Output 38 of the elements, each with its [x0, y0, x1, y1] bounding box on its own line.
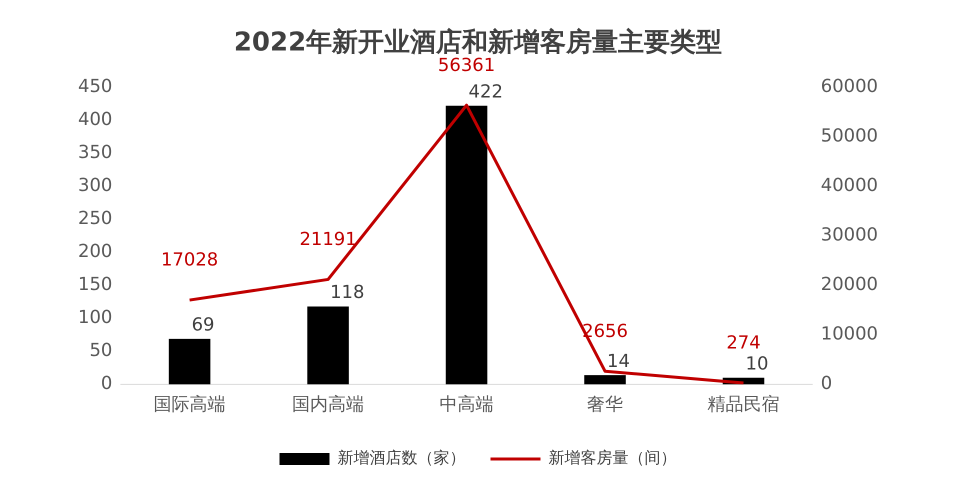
y2-tick-label: 40000 — [820, 174, 878, 196]
x-tick-label: 国际高端 — [154, 394, 226, 415]
bar — [446, 106, 488, 384]
legend-label: 新增酒店数（家） — [338, 448, 466, 468]
data-label: 422 — [468, 81, 503, 102]
y-tick-label: 450 — [78, 76, 112, 97]
x-tick-label: 中高端 — [440, 394, 494, 415]
y-tick-label: 250 — [78, 208, 112, 229]
bar — [584, 375, 626, 384]
x-tick-label: 奢华 — [587, 394, 624, 415]
data-label: 274 — [726, 332, 761, 354]
x-tick-label: 精品民宿 — [708, 394, 780, 415]
y-tick-label: 50 — [89, 340, 112, 362]
y2-tick-label: 50000 — [820, 125, 878, 146]
bar — [168, 338, 210, 384]
x-tick-label: 国内高端 — [292, 394, 364, 415]
data-label: 69 — [192, 314, 214, 336]
data-label: 10 — [746, 353, 768, 374]
y2-tick-label: 10000 — [820, 324, 878, 345]
y-tick-label: 0 — [100, 373, 112, 394]
data-label: 14 — [607, 350, 630, 372]
y-tick-label: 400 — [78, 108, 112, 130]
y2-tick-label: 20000 — [820, 274, 878, 296]
y-tick-label: 150 — [78, 274, 112, 296]
y-tick-label: 100 — [78, 307, 112, 328]
data-label: 118 — [330, 282, 364, 304]
legend-label: 新增客房量（间） — [548, 448, 676, 468]
chart-title: 2022年新开业酒店和新增客房量主要类型 — [234, 27, 722, 58]
data-label: 56361 — [438, 54, 496, 76]
y2-tick-label: 30000 — [820, 224, 878, 246]
y-tick-label: 200 — [78, 240, 112, 262]
y-tick-label: 350 — [78, 142, 112, 163]
y2-tick-label: 0 — [820, 373, 832, 394]
y2-tick-label: 60000 — [820, 76, 878, 97]
bar — [307, 306, 349, 384]
data-label: 17028 — [160, 250, 218, 271]
y-tick-label: 300 — [78, 174, 112, 196]
data-label: 21191 — [299, 229, 357, 250]
